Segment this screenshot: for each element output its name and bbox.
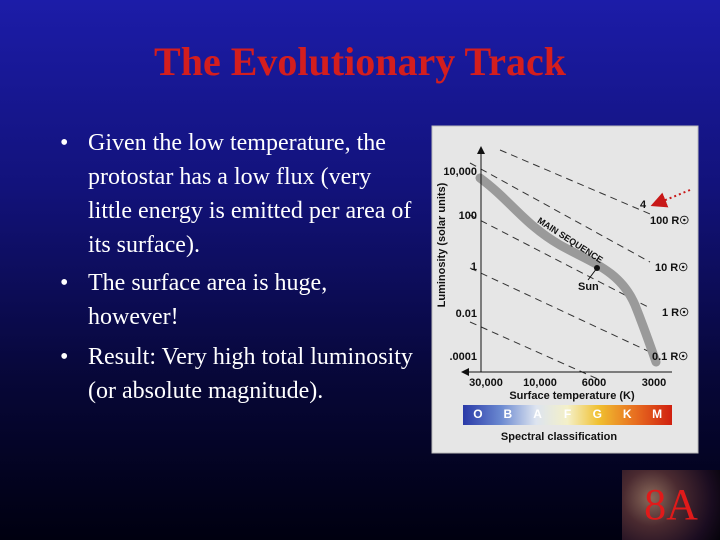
- y-tick-label: .0001: [449, 351, 477, 363]
- y-tick-label: 1: [471, 261, 477, 273]
- bullet-text: The surface area is huge, however!: [88, 270, 328, 330]
- y-tick-label: 0.01: [456, 308, 477, 320]
- radius-label: 100 R☉: [650, 215, 689, 227]
- x-tick-label: 10,000: [523, 377, 557, 389]
- y-tick-label: 100: [459, 210, 477, 222]
- spectral-label: Spectral classification: [501, 431, 617, 443]
- point-label: 4: [640, 199, 647, 211]
- sun-label: Sun: [578, 281, 599, 293]
- slide-title: The Evolutionary Track: [154, 39, 566, 84]
- spectral-bar: [463, 405, 672, 425]
- radius-lines: [469, 149, 651, 381]
- spectral-class: G: [593, 407, 602, 421]
- spectral-class: B: [503, 407, 512, 421]
- spectral-class: K: [623, 407, 632, 421]
- radius-label: 1 R☉: [662, 307, 689, 319]
- spectral-class: A: [533, 407, 542, 421]
- spectral-class: M: [652, 407, 662, 421]
- bullet-text: Result: Very high total luminosity (or a…: [88, 344, 413, 404]
- x-tick-label: 6000: [582, 377, 606, 389]
- x-axis-label: Surface temperature (K): [509, 390, 635, 402]
- radius-label: 0.1 R☉: [652, 351, 688, 363]
- y-axis-label: Luminosity (solar units): [436, 182, 448, 307]
- radius-label: 10 R☉: [655, 262, 688, 274]
- track-arrow: [650, 189, 691, 208]
- x-tick-label: 3000: [642, 377, 666, 389]
- x-tick-label: 30,000: [469, 377, 503, 389]
- y-tick-label: 10,000: [443, 166, 477, 178]
- badge: 8A: [622, 470, 720, 540]
- spectral-class: F: [564, 407, 571, 421]
- main-sequence-band: [475, 173, 661, 367]
- bullet-text: Given the low temperature, the protostar…: [88, 130, 412, 258]
- spectral-class: O: [473, 407, 482, 421]
- sun-pointer: [587, 267, 598, 281]
